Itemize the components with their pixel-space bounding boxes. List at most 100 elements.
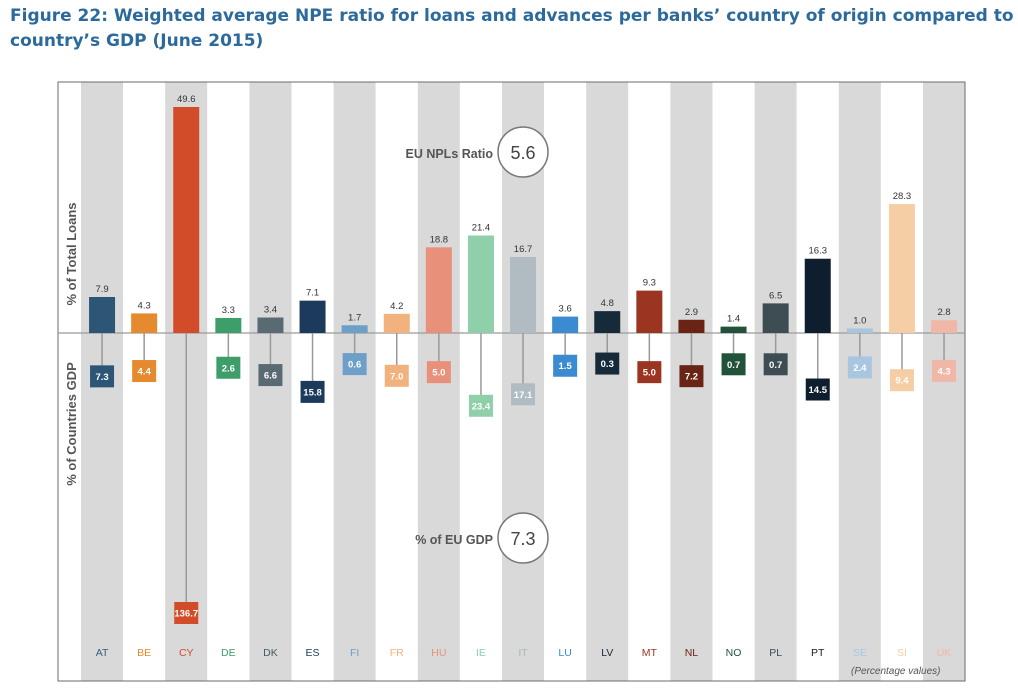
category-label-nl: NL	[685, 647, 699, 659]
category-label-lu: LU	[558, 647, 571, 659]
plot-frame	[57, 81, 966, 682]
gdp-box-mt	[637, 361, 662, 384]
category-label-uk: UK	[937, 647, 952, 659]
bar-no	[720, 326, 747, 333]
gdp-label-lv: 0.3	[601, 359, 614, 370]
category-label-fi: FI	[350, 647, 359, 659]
bar-dk	[257, 317, 284, 333]
gdp-label-dk: 6.6	[264, 371, 277, 382]
stripe-no	[712, 82, 755, 681]
figure-title: Figure 22: Weighted average NPE ratio fo…	[10, 6, 1014, 51]
category-label-pl: PL	[769, 647, 782, 659]
gdp-label-se: 2.4	[853, 363, 867, 374]
gdp-label-ie: 23.4	[472, 401, 491, 412]
bar-mt	[636, 290, 663, 333]
category-label-ie: IE	[476, 647, 486, 659]
gdp-label-fr: 7.0	[390, 371, 403, 382]
category-label-de: DE	[221, 647, 236, 659]
y-axis-label-bottom: % of Countries GDP	[64, 362, 79, 486]
bar-label-hu: 18.8	[430, 234, 449, 245]
gdp-label-it: 17.1	[514, 390, 533, 401]
chart-marks: 7.9 7.3 AT 4.3 4.4 BE 49.6 136.7 CY 3.3 2.6 DE 3.4 6.…	[89, 94, 958, 659]
category-label-mt: MT	[642, 647, 658, 659]
bar-it	[510, 256, 537, 333]
bar-lu	[552, 316, 579, 333]
gdp-box-it	[511, 383, 536, 406]
bar-label-fr: 4.2	[390, 301, 403, 312]
gdp-box-lu	[553, 354, 578, 377]
bar-uk	[931, 320, 958, 333]
bar-label-lv: 4.8	[601, 298, 614, 309]
bar-pl	[762, 303, 789, 333]
bar-label-pt: 16.3	[809, 246, 828, 257]
category-label-si: SI	[897, 647, 907, 659]
gdp-box-lv	[595, 352, 620, 375]
bar-de	[215, 317, 242, 333]
gdp-label-nl: 7.2	[685, 372, 698, 383]
y-axis-label-top: % of Total Loans	[64, 202, 79, 305]
stripe-fi	[333, 82, 376, 681]
gdp-box-no	[721, 353, 746, 376]
gdp-label-mt: 5.0	[643, 368, 656, 379]
stripe-de	[207, 82, 250, 681]
gdp-box-se	[847, 356, 872, 379]
category-label-cy: CY	[179, 647, 194, 659]
bar-at	[89, 297, 116, 333]
gdp-box-si	[889, 369, 914, 392]
stripe-lu	[544, 82, 587, 681]
category-label-it: IT	[518, 647, 528, 659]
bar-label-nl: 2.9	[685, 307, 698, 318]
gdp-label-de: 2.6	[222, 363, 235, 374]
gdp-box-fi	[342, 353, 367, 376]
bar-fr	[383, 313, 410, 333]
bar-label-ie: 21.4	[472, 222, 491, 233]
eu-npl-circle	[497, 126, 549, 178]
gdp-label-pl: 0.7	[769, 360, 782, 371]
gdp-label-cy: 136.7	[174, 609, 198, 620]
percentage-note: (Percentage values)	[851, 666, 941, 677]
bar-se	[846, 328, 873, 333]
gdp-label-lu: 1.5	[559, 361, 573, 372]
gdp-label-at: 7.3	[95, 372, 108, 383]
gdp-label-es: 15.8	[303, 387, 322, 398]
gdp-label-fi: 0.6	[348, 360, 361, 371]
bar-hu	[425, 247, 452, 333]
gdp-box-be	[132, 360, 157, 383]
bar-label-lu: 3.6	[559, 304, 572, 315]
gdp-box-de	[216, 356, 241, 379]
gdp-label-pt: 14.5	[809, 385, 828, 396]
category-label-es: ES	[306, 647, 320, 659]
bar-be	[131, 313, 158, 333]
category-label-hu: HU	[431, 647, 446, 659]
bar-lv	[594, 311, 621, 333]
bar-label-si: 28.3	[893, 191, 912, 202]
bar-label-mt: 9.3	[643, 278, 656, 289]
gdp-box-cy	[174, 602, 199, 624]
gdp-box-pt	[805, 378, 830, 401]
gdp-label-si: 9.4	[895, 376, 909, 387]
gdp-box-hu	[426, 361, 451, 384]
category-label-se: SE	[853, 647, 867, 659]
bar-label-it: 16.7	[514, 244, 533, 255]
category-label-at: AT	[96, 647, 109, 659]
bar-label-pl: 6.5	[769, 290, 782, 301]
bar-cy	[173, 107, 200, 333]
bar-label-be: 4.3	[138, 300, 151, 311]
bar-nl	[678, 319, 705, 333]
gdp-label-uk: 4.3	[937, 366, 950, 377]
eu-gdp-label: % of EU GDP	[415, 533, 493, 547]
bar-label-fi: 1.7	[348, 312, 361, 323]
bar-es	[299, 300, 326, 333]
bar-pt	[804, 258, 831, 333]
gdp-box-nl	[679, 365, 704, 388]
bar-label-dk: 3.4	[264, 305, 277, 316]
bar-label-se: 1.0	[853, 315, 866, 326]
gdp-box-fr	[384, 364, 409, 387]
category-label-no: NO	[726, 647, 742, 659]
stripe-lv	[586, 82, 629, 681]
gdp-label-no: 0.7	[727, 360, 740, 371]
bar-label-uk: 2.8	[937, 307, 950, 318]
stripe-pl	[754, 82, 797, 681]
category-label-be: BE	[137, 647, 151, 659]
